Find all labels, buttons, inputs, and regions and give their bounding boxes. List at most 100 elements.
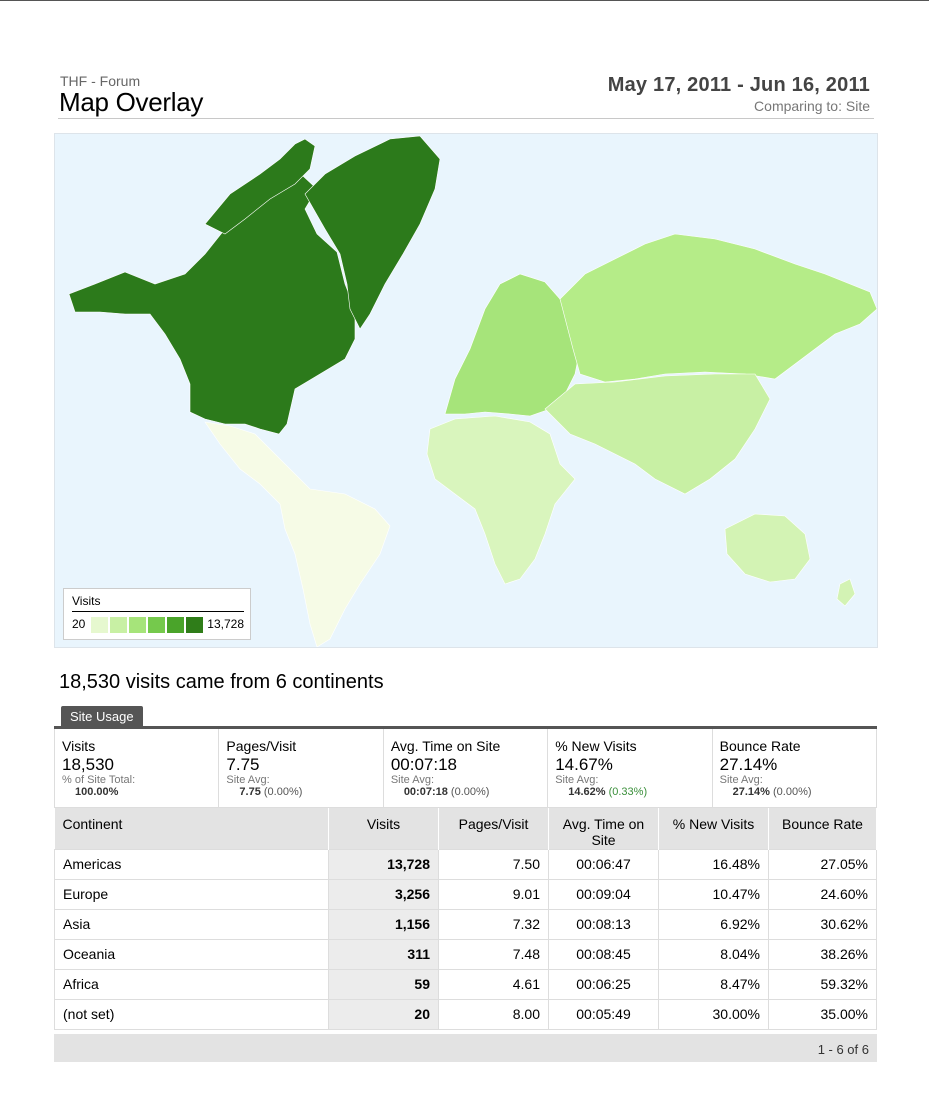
cell-pages-visit: 9.01 [438,879,549,910]
cell-pages-visit: 4.61 [438,969,549,1000]
metric-sub: Site Avg: [555,774,599,786]
cell-visits: 311 [328,939,439,970]
region-south-america[interactable] [204,421,391,647]
comparing-label: Comparing to: Site [754,98,870,114]
metric-site-value: 100.00% [75,786,119,798]
column-header-pages-visit[interactable]: Pages/Visit [438,808,549,849]
metric-new-visits: % New Visits 14.67% Site Avg: 14.62% (0.… [548,729,713,807]
cell-new-visits: 8.47% [658,969,769,1000]
region-oceania[interactable] [724,513,811,583]
table-row: Oceania 311 7.48 00:08:45 8.04% 38.26% [54,939,877,970]
cell-visits: 20 [328,999,439,1030]
region-north-america[interactable] [68,175,356,435]
cell-pages-visit: 7.50 [438,848,549,880]
metric-value: 27.14% [719,755,778,774]
legend-swatch [90,616,109,634]
cell-continent[interactable]: Europe [54,879,329,910]
cell-new-visits: 16.48% [658,848,769,880]
metric-site-value: 14.62% [568,786,606,798]
metric-subval: 14.62% (0.33%) [555,786,711,798]
metric-bounce-rate: Bounce Rate 27.14% Site Avg: 27.14% (0.0… [713,729,876,807]
tab-site-usage[interactable]: Site Usage [61,706,143,727]
legend-swatches [90,616,204,634]
cell-bounce-rate: 59.32% [768,969,877,1000]
metric-sub: Site Avg: [226,774,270,786]
metric-site-value: 00:07:18 [403,786,448,798]
table-body: Americas 13,728 7.50 00:06:47 16.48% 27.05% Eu… [54,848,877,1030]
metric-value: 14.67% [555,755,613,774]
table-row: Asia 1,156 7.32 00:08:13 6.92% 30.62% [54,909,877,940]
metric-subval: 7.75 (0.00%) [226,786,382,798]
cell-continent[interactable]: Asia [54,909,329,940]
legend-min: 20 [72,617,86,631]
metric-value: 7.75 [226,755,260,774]
table-row: Europe 3,256 9.01 00:09:04 10.47% 24.60% [54,879,877,910]
cell-new-visits: 10.47% [658,879,769,910]
report-header: THF - Forum Map Overlay May 17, 2011 - J… [58,72,874,119]
metric-subval: 100.00% [62,786,218,798]
metric-visits: Visits 18,530 % of Site Total: 100.00% [55,729,220,807]
region-asia[interactable] [544,373,771,495]
cell-avg-time: 00:06:25 [548,969,659,1000]
region-new-zealand[interactable] [836,578,856,607]
cell-visits: 3,256 [328,879,439,910]
cell-continent[interactable]: Americas [54,848,329,880]
region-russia[interactable] [559,233,877,383]
cell-new-visits: 30.00% [658,999,769,1030]
column-header-bounce-rate[interactable]: Bounce Rate [768,808,877,849]
region-arctic-islands[interactable] [204,138,316,235]
metric-site-value: 27.14% [732,786,770,798]
table-row: Africa 59 4.61 00:06:25 8.47% 59.32% [54,969,877,1000]
report-title: Map Overlay [59,87,204,117]
world-map[interactable]: Visits 20 13,728 [54,133,878,648]
metric-label: Pages/Visit [226,738,297,754]
legend-title: Visits [72,594,101,608]
metric-sub: % of Site Total: [62,774,136,786]
metric-site-value: 7.75 [239,786,261,798]
cell-pages-visit: 7.48 [438,939,549,970]
column-header-visits[interactable]: Visits [328,808,439,849]
legend-swatch [185,616,204,634]
metrics-summary: Visits 18,530 % of Site Total: 100.00% P… [54,729,877,808]
column-header-avg-time[interactable]: Avg. Time on Site [548,808,659,849]
cell-pages-visit: 7.32 [438,909,549,940]
cell-continent[interactable]: Oceania [54,939,329,970]
date-range[interactable]: May 17, 2011 - Jun 16, 2011 [607,74,870,96]
metric-delta: (0.00%) [773,786,812,798]
tab-bar [54,726,877,729]
cell-new-visits: 8.04% [658,939,769,970]
legend-max: 13,728 [207,617,244,631]
metric-label: Avg. Time on Site [390,738,501,754]
cell-visits: 1,156 [328,909,439,940]
legend-swatch [147,616,166,634]
map-legend: Visits 20 13,728 [63,588,251,640]
metric-value: 18,530 [62,755,114,774]
cell-visits: 59 [328,969,439,1000]
cell-bounce-rate: 27.05% [768,848,877,880]
legend-swatch [166,616,185,634]
column-header-continent[interactable]: Continent [54,808,329,849]
cell-continent[interactable]: Africa [54,969,329,1000]
site-name: THF - Forum [60,73,141,89]
metric-pages-visit: Pages/Visit 7.75 Site Avg: 7.75 (0.00%) [219,729,384,807]
summary-heading: 18,530 visits came from 6 continents [59,671,384,693]
cell-visits: 13,728 [328,848,439,880]
cell-continent[interactable]: (not set) [54,999,329,1030]
metric-avg-time: Avg. Time on Site 00:07:18 Site Avg: 00:… [384,729,549,807]
metric-label: % New Visits [555,738,637,754]
world-map-svg[interactable] [55,134,877,647]
table-row: (not set) 20 8.00 00:05:49 30.00% 35.00% [54,999,877,1030]
region-europe[interactable] [444,273,581,417]
legend-rule [72,611,244,612]
metric-delta: (0.00%) [263,786,303,798]
cell-bounce-rate: 35.00% [768,999,877,1030]
region-africa[interactable] [426,415,576,585]
column-header-new-visits[interactable]: % New Visits [658,808,769,849]
cell-bounce-rate: 38.26% [768,939,877,970]
metric-label: Bounce Rate [719,738,801,754]
metric-value: 00:07:18 [390,755,457,774]
region-greenland[interactable] [304,135,441,330]
top-rule [0,0,929,1]
cell-bounce-rate: 24.60% [768,879,877,910]
metric-delta: (0.33%) [608,786,648,798]
